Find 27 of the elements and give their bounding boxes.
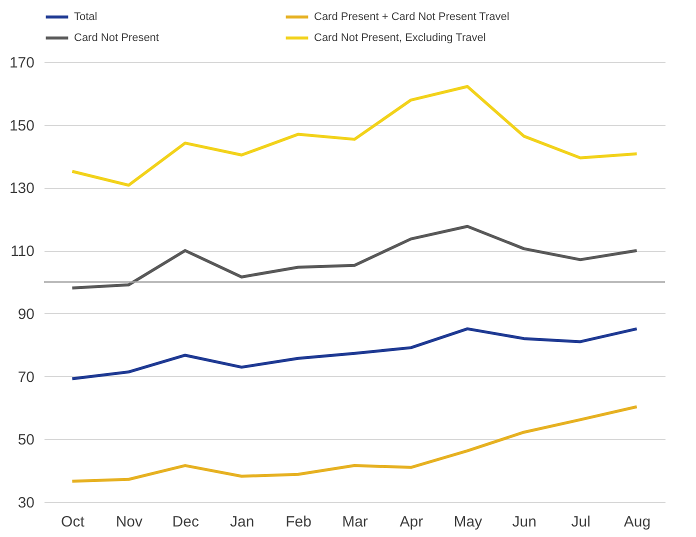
y-tick-label: 110 bbox=[10, 243, 34, 260]
x-tick-label: May bbox=[454, 514, 483, 530]
legend-label: Total bbox=[74, 11, 98, 23]
line-series bbox=[70, 85, 638, 187]
y-tick-label: 170 bbox=[9, 54, 34, 72]
x-tick-label: Feb bbox=[286, 514, 312, 530]
y-tick-label: 50 bbox=[18, 432, 34, 449]
y-tick-label: 150 bbox=[9, 117, 34, 134]
x-tick-label: Jun bbox=[512, 514, 536, 530]
y-tick-label: 90 bbox=[18, 306, 34, 323]
x-tick-label: Oct bbox=[61, 514, 86, 530]
x-tick-label: Mar bbox=[342, 514, 368, 530]
line-series bbox=[70, 224, 638, 290]
y-tick-label: 70 bbox=[18, 368, 34, 386]
x-tick-label: Jul bbox=[571, 514, 590, 530]
legend-label: Card Present + Card Not Present Travel bbox=[314, 11, 510, 23]
y-tick-label: 30 bbox=[18, 494, 34, 512]
line-series bbox=[70, 327, 638, 380]
x-tick-label: Apr bbox=[400, 514, 424, 530]
x-tick-label: Jan bbox=[230, 514, 254, 530]
x-tick-label: Dec bbox=[172, 514, 200, 530]
x-tick-label: Nov bbox=[116, 514, 144, 530]
line-series bbox=[70, 405, 638, 483]
legend-label: Card Not Present, Excluding Travel bbox=[314, 32, 486, 44]
y-tick-label: 130 bbox=[9, 180, 34, 198]
legend-label: Card Not Present bbox=[74, 32, 159, 44]
x-tick-label: Aug bbox=[624, 514, 651, 530]
